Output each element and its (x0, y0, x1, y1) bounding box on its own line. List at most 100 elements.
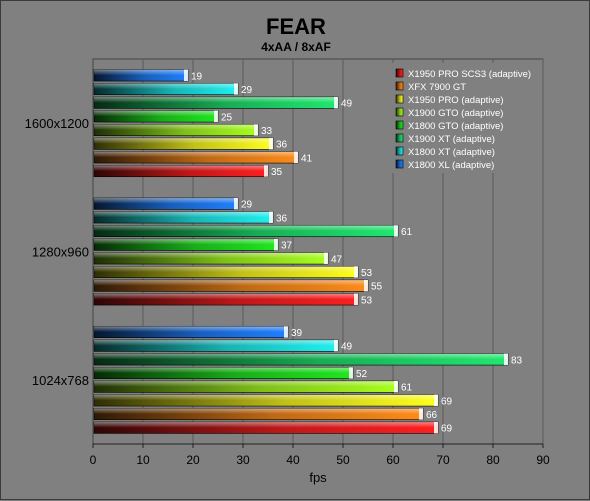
data-label: 52 (356, 369, 368, 380)
legend-swatch (395, 120, 404, 130)
x-tick-label: 0 (90, 453, 97, 467)
bar-shine (94, 165, 268, 177)
bar-shine (94, 197, 238, 210)
bar-shine (94, 266, 358, 278)
bar-cap (269, 137, 273, 150)
legend-label: X1900 XT (adaptive) (408, 134, 495, 145)
y-tick-label: 1280x960 (32, 245, 89, 260)
legend-swatch (395, 133, 404, 143)
data-label: 53 (361, 268, 373, 279)
chart-subtitle: 4xAA / 8xAF (261, 40, 331, 54)
data-label: 69 (441, 396, 453, 407)
data-label: 53 (361, 295, 373, 306)
legend-label: X1800 XL (adaptive) (408, 160, 494, 171)
x-axis-label: fps (309, 470, 327, 485)
x-tick-label: 20 (186, 453, 200, 467)
bar-cap (254, 124, 258, 136)
data-label: 49 (341, 342, 353, 353)
legend-swatch (395, 107, 404, 117)
data-label: 39 (291, 328, 303, 339)
bar-shine (94, 137, 273, 150)
bar-cap (269, 211, 273, 224)
bar-shine (94, 353, 508, 366)
bar-cap (184, 69, 188, 82)
x-tick-label: 70 (436, 453, 450, 467)
data-label: 83 (511, 355, 523, 366)
x-tick-label: 50 (336, 453, 350, 467)
bar-shine (94, 326, 288, 338)
x-tick-label: 90 (536, 453, 550, 467)
bar-shine (94, 110, 218, 123)
bar-shine (94, 421, 438, 434)
bar-shine (94, 339, 338, 352)
legend-label: X1900 GTO (adaptive) (408, 108, 503, 119)
data-label: 61 (401, 227, 413, 238)
bar-cap (214, 110, 218, 123)
data-label: 25 (221, 112, 233, 123)
bar-cap (264, 165, 268, 177)
data-label: 29 (241, 85, 253, 96)
bar-shine (94, 238, 278, 251)
bar-cap (284, 326, 288, 338)
legend-swatch (395, 68, 404, 78)
legend (391, 63, 539, 173)
legend-label: X1950 PRO (adaptive) (408, 95, 504, 106)
data-label: 36 (276, 213, 288, 224)
bar-cap (274, 238, 278, 251)
bar-shine (94, 83, 238, 95)
bar-shine (94, 211, 273, 224)
data-label: 66 (426, 410, 438, 421)
data-label: 47 (331, 254, 343, 265)
data-label: 55 (371, 282, 383, 293)
data-label: 33 (261, 126, 273, 137)
bar-cap (354, 293, 358, 306)
bar-cap (419, 408, 423, 420)
bar-cap (354, 266, 358, 278)
data-label: 61 (401, 383, 413, 394)
data-label: 41 (301, 153, 313, 164)
y-tick-label: 1600x1200 (25, 116, 89, 131)
bar-cap (234, 197, 238, 210)
data-label: 49 (341, 99, 353, 110)
bar-cap (504, 353, 508, 366)
bar-cap (394, 380, 398, 393)
x-tick-label: 80 (486, 453, 500, 467)
x-tick-label: 30 (236, 453, 250, 467)
bar-cap (434, 421, 438, 434)
data-label: 37 (281, 241, 293, 252)
bar-cap (434, 394, 438, 407)
bar-shine (94, 279, 368, 292)
data-label: 36 (276, 140, 288, 151)
x-tick-label: 60 (386, 453, 400, 467)
bar-cap (334, 96, 338, 109)
bar-shine (94, 151, 298, 164)
legend-label: X1800 GTO (adaptive) (408, 121, 503, 132)
y-tick-label: 1024x768 (32, 373, 89, 388)
x-tick-label: 40 (286, 453, 300, 467)
legend-swatch (395, 159, 404, 169)
bar-shine (94, 394, 438, 407)
bar-shine (94, 380, 398, 393)
bar-cap (349, 367, 353, 379)
legend-swatch (395, 146, 404, 156)
bar-cap (324, 252, 328, 265)
data-label: 29 (241, 200, 253, 211)
bar-cap (234, 83, 238, 95)
bar-cap (394, 225, 398, 237)
legend-label: X1800 XT (adaptive) (408, 147, 495, 158)
x-tick-label: 10 (136, 453, 150, 467)
bar-cap (334, 339, 338, 352)
bar-shine (94, 252, 328, 265)
bar-shine (94, 293, 358, 306)
legend-swatch (395, 94, 404, 104)
bar-shine (94, 408, 423, 420)
legend-swatch (395, 81, 404, 91)
data-label: 69 (441, 424, 453, 435)
bar-shine (94, 96, 338, 109)
bar-cap (364, 279, 368, 292)
data-label: 35 (271, 167, 283, 178)
data-label: 19 (191, 71, 203, 82)
bar-shine (94, 69, 188, 82)
